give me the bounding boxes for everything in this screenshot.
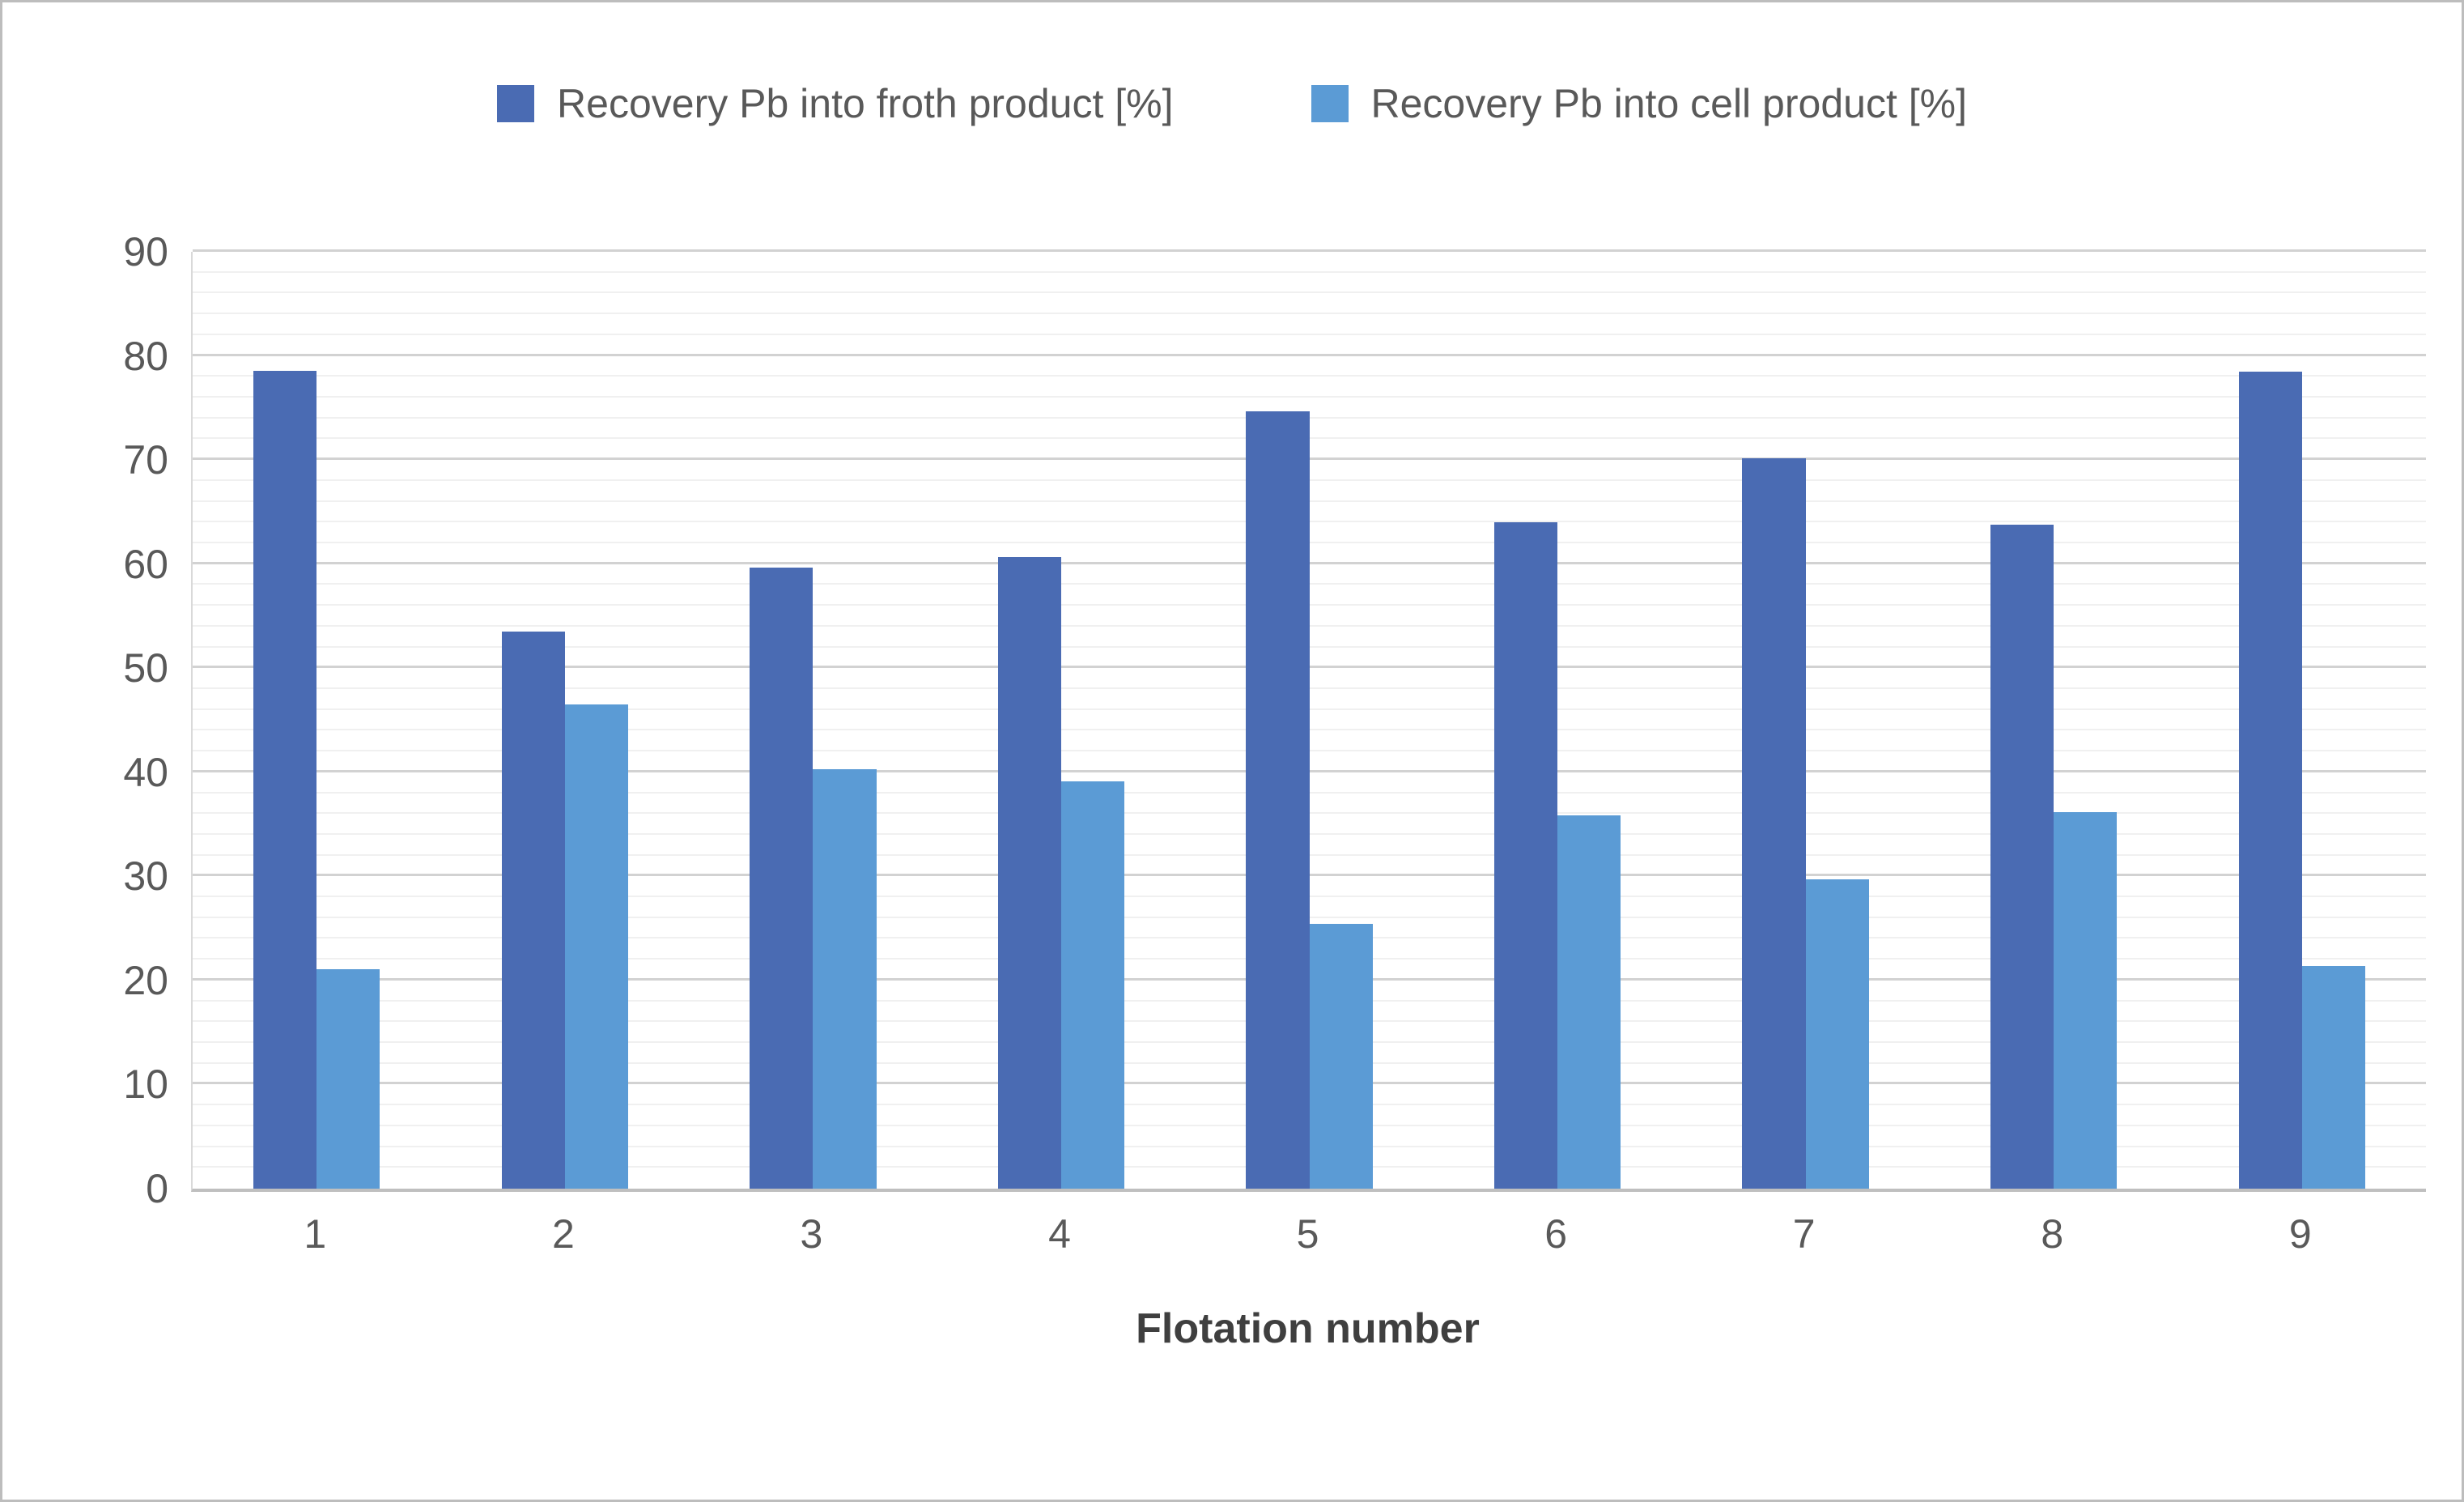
bar-froth-8 xyxy=(1990,524,2054,1189)
x-tick-label-5: 5 xyxy=(1296,1211,1319,1257)
legend-swatch-froth-icon xyxy=(497,85,535,122)
bar-cell-8 xyxy=(2054,811,2118,1189)
bar-group-9 xyxy=(2178,252,2427,1189)
y-tick-label-0: 0 xyxy=(146,1166,168,1211)
x-axis: 1 2 3 4 5 6 7 8 9 xyxy=(191,1211,2424,1257)
legend-label-froth: Recovery Pb into froth product [%] xyxy=(557,81,1174,126)
bar-group-7 xyxy=(1681,252,1930,1189)
y-tick-label-70: 70 xyxy=(123,437,168,483)
bar-froth-9 xyxy=(2238,371,2302,1189)
bar-groups xyxy=(193,252,2426,1189)
y-tick-label-10: 10 xyxy=(123,1062,168,1108)
bar-cell-2 xyxy=(564,704,629,1189)
bar-cell-1 xyxy=(316,968,380,1189)
bar-froth-6 xyxy=(1493,522,1558,1189)
legend-item-cell: Recovery Pb into cell product [%] xyxy=(1311,80,1967,127)
bar-group-1 xyxy=(193,252,441,1189)
y-tick-label-20: 20 xyxy=(123,957,168,1003)
bar-froth-5 xyxy=(1246,411,1310,1189)
x-tick-label-7: 7 xyxy=(1792,1211,1816,1257)
x-tick-label-6: 6 xyxy=(1544,1211,1567,1257)
bar-group-4 xyxy=(937,252,1186,1189)
bar-group-2 xyxy=(441,252,690,1189)
bar-cell-3 xyxy=(813,768,877,1189)
x-tick-label-3: 3 xyxy=(800,1211,823,1257)
bar-froth-3 xyxy=(750,567,814,1189)
legend: Recovery Pb into froth product [%] Recov… xyxy=(2,80,2462,127)
x-tick-label-8: 8 xyxy=(2041,1211,2064,1257)
x-tick-label-2: 2 xyxy=(551,1211,575,1257)
y-tick-label-50: 50 xyxy=(123,645,168,691)
bar-cell-4 xyxy=(1060,781,1125,1189)
y-axis: 0 10 20 30 40 50 60 70 80 90 xyxy=(2,229,168,1211)
bar-froth-2 xyxy=(501,632,565,1189)
bar-froth-4 xyxy=(997,556,1061,1189)
bar-group-8 xyxy=(1930,252,2178,1189)
bar-cell-7 xyxy=(1805,879,1869,1189)
legend-item-froth: Recovery Pb into froth product [%] xyxy=(497,80,1174,127)
y-tick-label-90: 90 xyxy=(123,229,168,274)
bar-group-3 xyxy=(689,252,937,1189)
bar-group-5 xyxy=(1185,252,1434,1189)
y-tick-label-80: 80 xyxy=(123,333,168,379)
plot-area xyxy=(191,249,2426,1192)
x-tick-label-1: 1 xyxy=(304,1211,327,1257)
bar-cell-9 xyxy=(2301,965,2365,1189)
y-tick-label-30: 30 xyxy=(123,853,168,900)
x-axis-title: Flotation number xyxy=(1136,1305,1480,1352)
bar-froth-7 xyxy=(1742,457,1806,1189)
bar-cell-5 xyxy=(1309,924,1373,1189)
legend-swatch-cell-icon xyxy=(1311,85,1349,122)
y-tick-label-40: 40 xyxy=(123,749,168,795)
x-tick-label-4: 4 xyxy=(1048,1211,1071,1257)
legend-label-cell: Recovery Pb into cell product [%] xyxy=(1370,81,1967,126)
y-tick-label-60: 60 xyxy=(123,541,168,587)
bar-froth-1 xyxy=(253,370,317,1189)
bar-group-6 xyxy=(1434,252,1682,1189)
bar-cell-6 xyxy=(1557,815,1621,1189)
x-tick-label-9: 9 xyxy=(2288,1211,2312,1257)
